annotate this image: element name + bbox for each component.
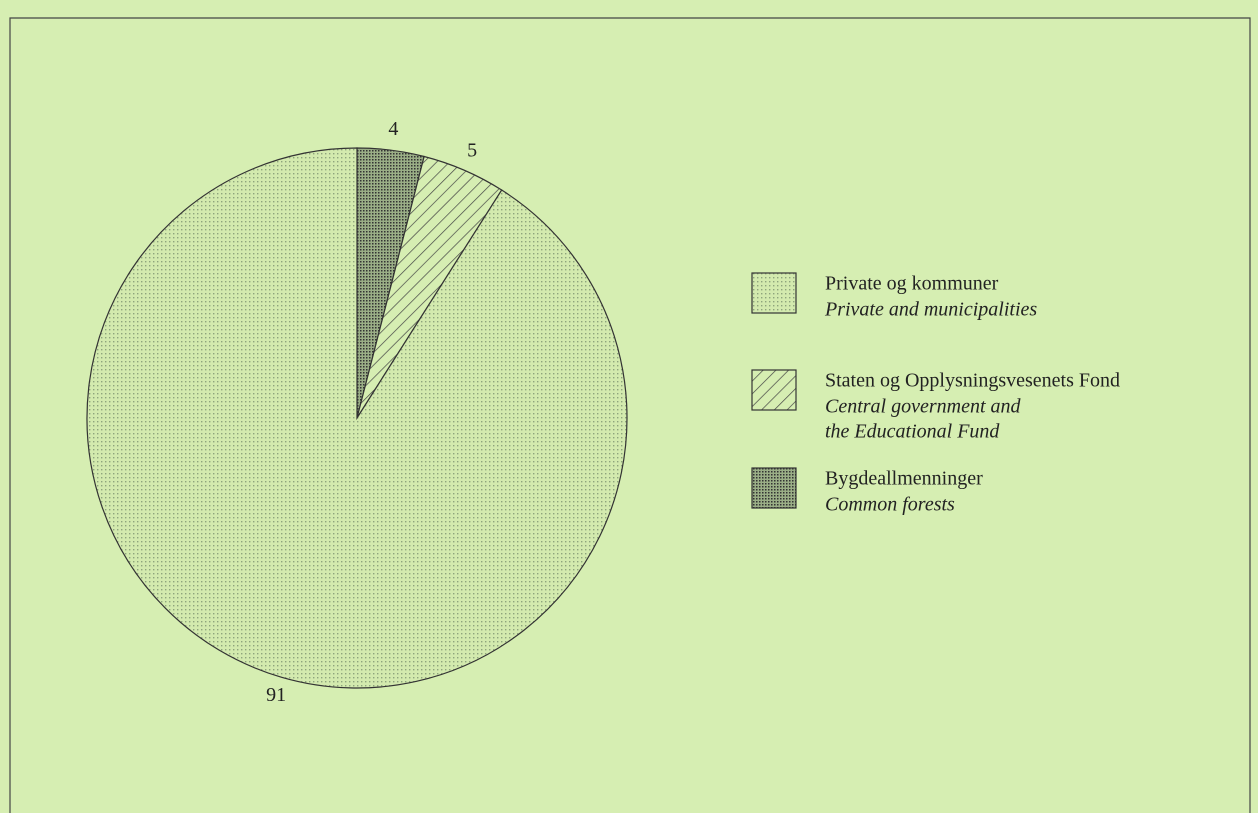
legend-label-en: the Educational Fund xyxy=(825,421,1000,443)
legend-swatch xyxy=(751,467,797,509)
legend-swatch xyxy=(751,272,797,314)
value-label: 4 xyxy=(388,118,398,140)
legend-label-en: Common forests xyxy=(825,494,955,516)
legend-label: Bygdeallmenninger xyxy=(825,468,983,490)
frame xyxy=(9,17,1251,813)
value-label: 91 xyxy=(266,684,286,706)
pie-slice xyxy=(86,147,628,689)
legend-label-en: Private and municipalities xyxy=(824,299,1037,321)
legend-swatch xyxy=(751,369,797,411)
legend-label: Private og kommuner xyxy=(825,273,999,295)
legend-label: Staten og Opplysningsvesenets Fond xyxy=(825,370,1120,392)
value-label: 5 xyxy=(467,139,477,161)
legend-label-en: Central government and xyxy=(825,396,1022,418)
